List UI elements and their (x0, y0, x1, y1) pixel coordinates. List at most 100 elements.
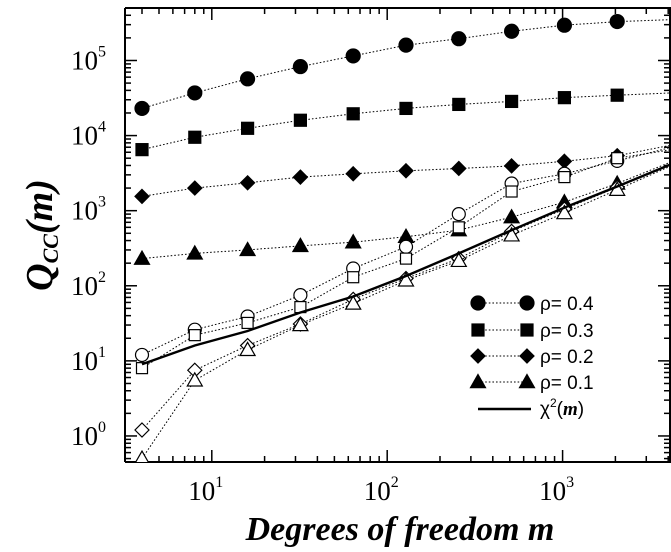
data-point (451, 31, 467, 47)
y-tick-label: 105 (71, 43, 106, 75)
tick-marks (125, 7, 670, 462)
y-tick-label: 101 (71, 344, 106, 376)
data-point (291, 237, 309, 253)
chi2-line (141, 163, 670, 366)
legend-marker (470, 348, 486, 364)
series-9 (141, 163, 670, 366)
legend-marker (519, 295, 535, 311)
data-point (240, 121, 255, 135)
data-point (452, 97, 466, 112)
legend-marker (470, 295, 486, 311)
data-point (557, 91, 571, 105)
data-point (611, 152, 624, 165)
legend-entry: ρ= 0.3 (471, 321, 594, 342)
data-point (293, 288, 308, 303)
series-6 (135, 149, 670, 375)
data-point (555, 204, 573, 220)
data-point (558, 170, 571, 184)
series-3 (134, 144, 670, 205)
data-point (610, 88, 624, 102)
data-point (134, 422, 150, 438)
data-point (398, 162, 414, 179)
data-point (292, 58, 308, 75)
data-point (398, 37, 414, 53)
data-point (346, 107, 360, 121)
data-point (503, 226, 521, 242)
data-point (188, 130, 202, 144)
x-tick-label: 102 (364, 474, 399, 506)
y-tick-label: 102 (71, 269, 106, 301)
data-point (556, 17, 572, 33)
data-point (186, 371, 204, 387)
data-point (239, 71, 256, 87)
data-point (188, 329, 201, 342)
data-point (397, 271, 415, 287)
y-axis-label-arg: (m) (19, 179, 61, 234)
y-tick-labels: 100 101 102 103 104 105 (71, 43, 106, 450)
data-point (344, 233, 362, 249)
data-point (399, 101, 413, 116)
data-point (134, 188, 150, 205)
x-tick-labels: 101 102 103 (188, 474, 574, 506)
data-point (505, 185, 518, 198)
legend-label: ρ= 0.2 (540, 347, 594, 368)
legend-entry: ρ= 0.2 (470, 347, 594, 368)
data-point (293, 113, 307, 127)
data-point (186, 244, 204, 260)
data-point (398, 239, 414, 254)
series-layer (133, 13, 670, 462)
data-point (135, 449, 149, 462)
series-1 (134, 13, 670, 117)
data-point (291, 316, 309, 332)
plot-area (124, 7, 671, 463)
legend-entry: ρ= 0.1 (469, 373, 594, 394)
data-point (344, 294, 362, 310)
y-axis-label: QCC(m) (19, 179, 63, 291)
data-point (133, 249, 151, 265)
data-point (504, 94, 519, 109)
y-tick-label: 103 (71, 194, 106, 226)
data-point (186, 180, 203, 196)
series-line (141, 92, 670, 151)
data-point (134, 347, 150, 363)
legend-marker (518, 373, 536, 389)
legend-marker (519, 348, 535, 364)
series-2 (135, 88, 670, 157)
data-point (503, 158, 520, 174)
data-point (450, 252, 468, 268)
data-point (292, 169, 309, 185)
data-point (609, 13, 625, 30)
data-point (345, 165, 362, 182)
data-point (399, 252, 413, 265)
data-point (135, 362, 149, 375)
legend-label: ρ= 0.4 (540, 294, 594, 315)
legend: ρ= 0.4 ρ= 0.3 ρ= 0.2 ρ= 0.1χ2(m) (469, 294, 594, 420)
legend-label: ρ= 0.3 (540, 321, 594, 342)
data-point (345, 48, 361, 64)
legend-marker (469, 373, 487, 389)
data-point (135, 143, 149, 157)
data-point (241, 316, 254, 330)
data-point (347, 271, 360, 284)
x-tick-label: 101 (188, 474, 223, 506)
data-point (134, 100, 150, 117)
legend-marker (520, 323, 534, 337)
legend-marker (471, 323, 485, 337)
legend-entry: χ2(m) (478, 396, 584, 420)
y-tick-label: 100 (71, 419, 106, 451)
y-axis-label-main: Q (19, 263, 61, 290)
data-point (187, 85, 203, 101)
legend-entry: ρ= 0.4 (470, 294, 594, 315)
data-point (239, 174, 256, 191)
y-tick-label: 104 (71, 119, 106, 151)
data-point (451, 207, 466, 222)
series-8 (135, 165, 670, 462)
data-point (503, 23, 520, 39)
y-axis-label-sub: CC (38, 234, 63, 264)
series-line (141, 19, 670, 109)
x-tick-label: 103 (539, 474, 574, 506)
data-point (239, 341, 257, 357)
legend-label: ρ= 0.1 (540, 373, 594, 394)
data-point (452, 221, 465, 234)
